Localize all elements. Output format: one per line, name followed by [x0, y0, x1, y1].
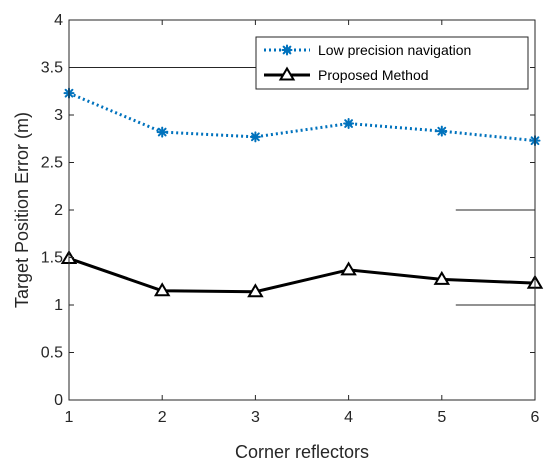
point-low-precision-3 [249, 131, 261, 143]
y-tick-label-3: 3 [54, 107, 63, 124]
point-low-precision-3-bar-d2 [251, 132, 260, 142]
x-tick-label-4: 4 [344, 409, 353, 426]
point-low-precision-2-bar-d2 [157, 127, 167, 137]
y-tick-label-0: 0 [54, 392, 63, 409]
series-layer [60, 87, 544, 298]
point-proposed-method-3 [247, 283, 264, 298]
point-low-precision-4 [343, 118, 355, 130]
y-tick-label-1: 1 [54, 297, 63, 314]
series-line-low-precision [68, 91, 536, 143]
point-low-precision-4-bar-d2 [344, 119, 353, 128]
point-low-precision-5-bar-d2 [437, 126, 447, 136]
axis-ticks: 1 2 3 4 5 6 0 0.5 1 1.5 2 2.5 3 3.5 4 [41, 12, 540, 426]
y-tick-label-3.5: 3.5 [41, 60, 63, 77]
legend-label-low-precision: Low precision navigation [318, 42, 471, 58]
point-proposed-method-4 [340, 261, 357, 276]
x-tick-label-5: 5 [437, 409, 446, 426]
y-tick-label-4: 4 [54, 12, 63, 29]
x-tick-label-2: 2 [158, 409, 167, 426]
y-tick-label-1.5: 1.5 [41, 250, 63, 267]
legend-item-low-precision: Low precision navigation [264, 42, 471, 58]
legend-marker-low-precision [281, 44, 293, 56]
legend-symbol-proposed-method [264, 66, 310, 81]
point-low-precision-5 [436, 125, 448, 137]
point-proposed-method-5 [433, 270, 451, 285]
reference-lines [69, 67, 535, 306]
y-tick-label-0.5: 0.5 [41, 345, 63, 362]
point-low-precision-2 [156, 126, 168, 138]
legend: Low precision navigation Proposed Method [255, 36, 529, 90]
point-proposed-method-2 [153, 282, 171, 297]
legend-label-proposed-method: Proposed Method [318, 67, 429, 83]
series-line-proposed-method [68, 257, 536, 294]
y-tick-label-2.5: 2.5 [41, 155, 63, 172]
legend-box [255, 36, 529, 90]
x-tick-label-6: 6 [531, 409, 540, 426]
legend-marker-proposed-method [278, 66, 296, 81]
legend-marker-low-precision-bar-d2 [282, 45, 292, 55]
y-tick-label-2: 2 [54, 202, 63, 219]
x-tick-label-3: 3 [251, 409, 260, 426]
legend-item-proposed-method: Proposed Method [264, 66, 429, 83]
y-axis-title: Target Position Error (m) [12, 112, 32, 308]
x-axis-title: Corner reflectors [235, 442, 369, 462]
legend-symbol-low-precision [264, 44, 310, 56]
x-tick-label-1: 1 [65, 409, 74, 426]
